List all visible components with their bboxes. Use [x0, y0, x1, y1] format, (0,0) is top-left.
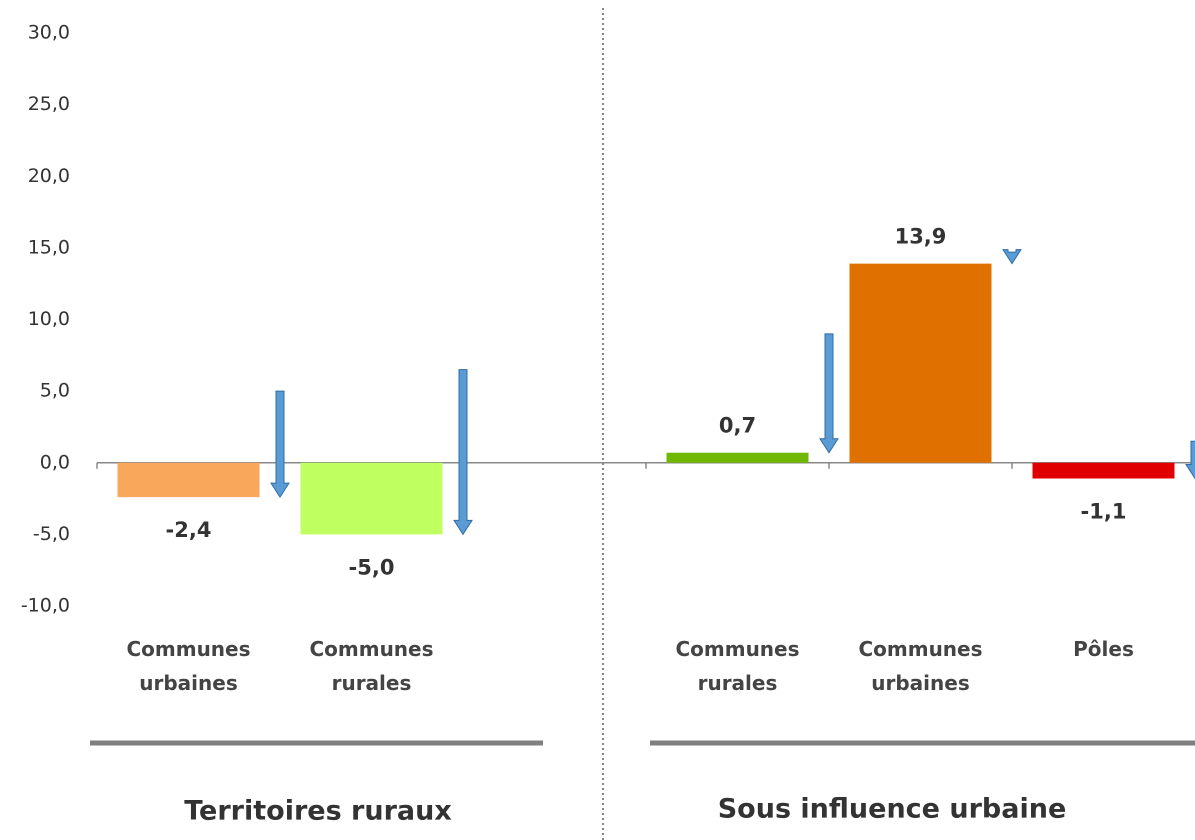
y-tick-label: 10,0 — [28, 308, 70, 330]
x-tick-label: Communes rurales — [309, 637, 434, 695]
value-label: -1,1 — [1081, 500, 1127, 524]
change-arrow — [270, 390, 290, 499]
y-tick-label: 25,0 — [28, 93, 70, 115]
y-tick-label: 30,0 — [28, 22, 70, 44]
bar — [849, 263, 992, 463]
bar — [1032, 462, 1175, 479]
y-tick-label: 20,0 — [28, 165, 70, 187]
value-label: -5,0 — [349, 555, 395, 579]
x-tick-label: Communes rurales — [675, 637, 800, 695]
change-arrow — [1002, 249, 1022, 265]
change-arrow — [819, 333, 839, 454]
group-label: Territoires ruraux — [184, 796, 452, 827]
change-arrow — [453, 369, 473, 536]
value-label: -2,4 — [166, 518, 212, 542]
bar — [117, 462, 260, 498]
y-tick-label: 0,0 — [40, 451, 70, 473]
change-arrow — [1185, 440, 1195, 480]
bar — [300, 462, 443, 535]
x-tick-label: Pôles — [1073, 637, 1134, 661]
value-label: 0,7 — [719, 414, 756, 438]
y-tick-label: -10,0 — [21, 595, 70, 617]
x-tick-label: Communes urbaines — [126, 637, 251, 695]
value-label: 13,9 — [895, 225, 947, 249]
y-tick-label: 5,0 — [40, 380, 70, 402]
y-tick-label: -5,0 — [33, 523, 70, 545]
bar — [666, 452, 809, 463]
x-tick-label: Communes urbaines — [858, 637, 983, 695]
y-tick-label: 15,0 — [28, 236, 70, 258]
group-label: Sous influence urbaine — [718, 794, 1067, 825]
